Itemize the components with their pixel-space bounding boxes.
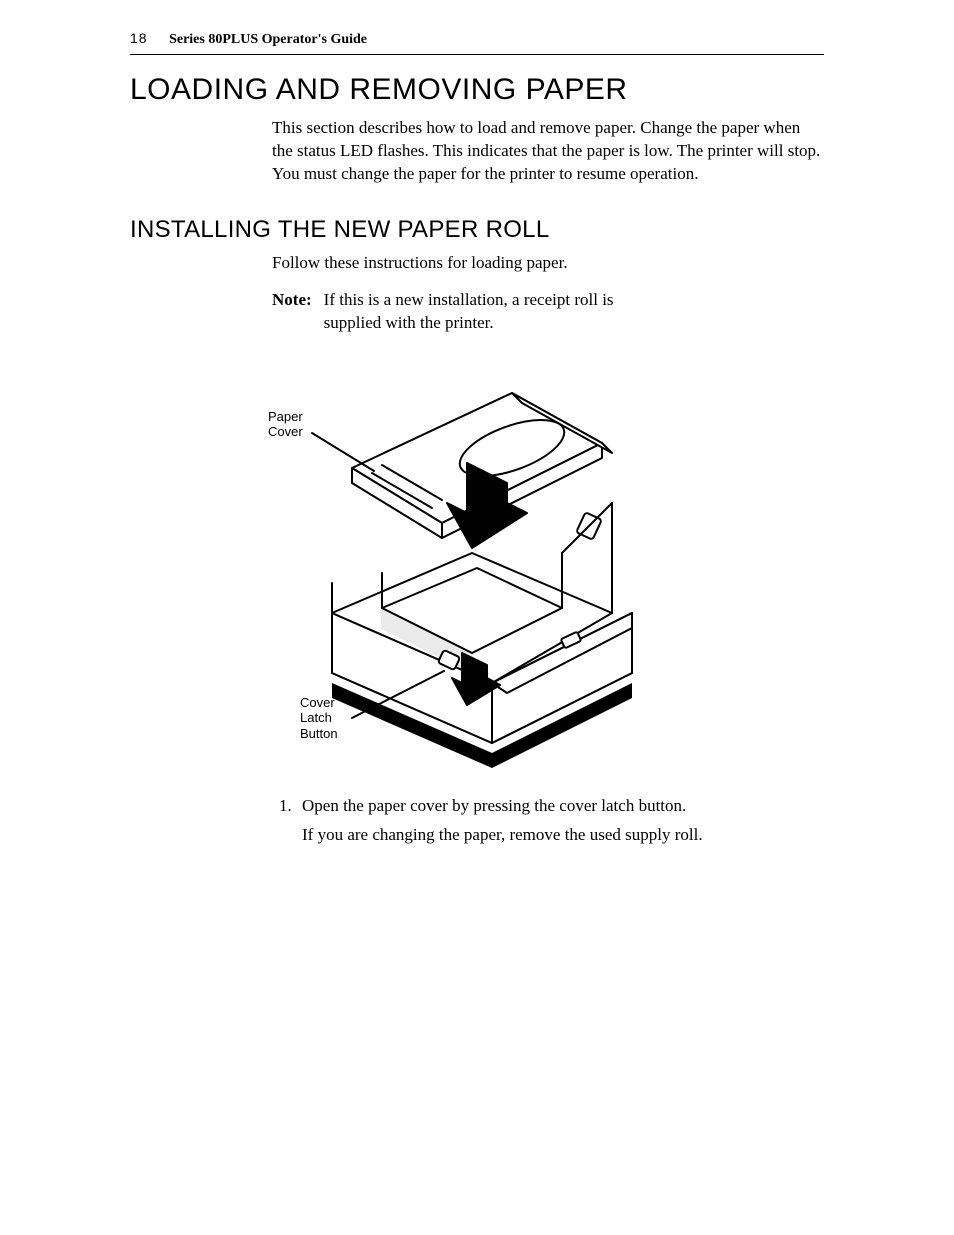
note-label: Note: bbox=[272, 289, 312, 335]
step-text: If you are changing the paper, remove th… bbox=[302, 822, 824, 848]
running-header: 18 Series 80PLUS Operator's Guide bbox=[130, 30, 824, 48]
page-number: 18 bbox=[130, 30, 148, 46]
callout-text: Paper bbox=[268, 409, 303, 424]
callout-text: Latch bbox=[300, 710, 332, 725]
note-text: If this is a new installation, a receipt… bbox=[324, 289, 652, 335]
subsection-heading: INSTALLING THE NEW PAPER ROLL bbox=[130, 216, 824, 244]
follow-paragraph: Follow these instructions for loading pa… bbox=[272, 252, 824, 275]
subsection-body: Follow these instructions for loading pa… bbox=[272, 252, 824, 848]
guide-title: Series 80PLUS Operator's Guide bbox=[169, 32, 367, 47]
intro-paragraph: This section describes how to load and r… bbox=[272, 117, 824, 186]
step-text: Open the paper cover by pressing the cov… bbox=[302, 793, 824, 819]
callout-text: Button bbox=[300, 726, 338, 741]
section-body: This section describes how to load and r… bbox=[272, 117, 824, 186]
printer-figure: Paper Cover Cover Latch Button bbox=[262, 353, 682, 773]
note-block: Note: If this is a new installation, a r… bbox=[272, 289, 652, 335]
manual-page: 18 Series 80PLUS Operator's Guide LOADIN… bbox=[0, 0, 954, 1235]
callout-text: Cover bbox=[300, 695, 335, 710]
section-heading: LOADING AND REMOVING PAPER bbox=[130, 73, 824, 107]
step-list: Open the paper cover by pressing the cov… bbox=[272, 793, 824, 848]
callout-cover-latch: Cover Latch Button bbox=[300, 695, 338, 742]
step-1: Open the paper cover by pressing the cov… bbox=[296, 793, 824, 848]
callout-text: Cover bbox=[268, 424, 303, 439]
callout-paper-cover: Paper Cover bbox=[268, 409, 303, 440]
header-rule bbox=[130, 54, 824, 55]
